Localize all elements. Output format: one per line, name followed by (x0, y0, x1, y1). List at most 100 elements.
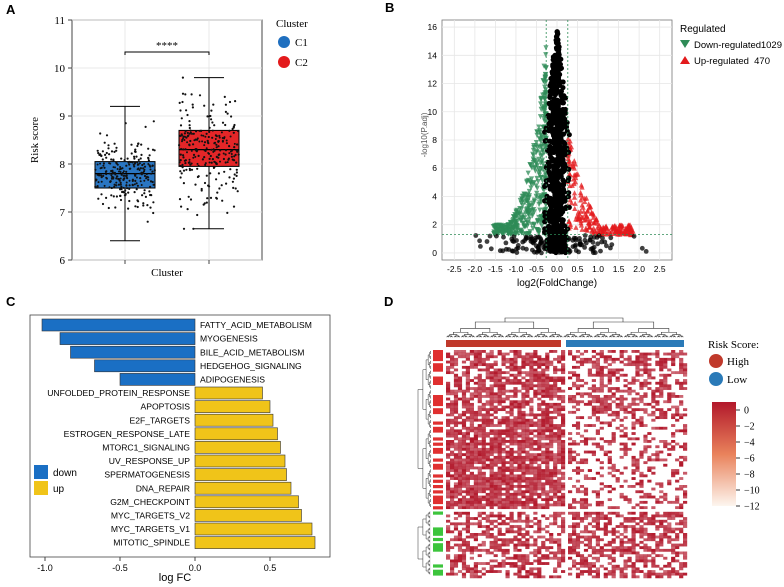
jitter-point (218, 172, 220, 174)
heatmap-cell (510, 477, 514, 480)
heatmap-cell (525, 445, 529, 448)
heatmap-cell (557, 480, 561, 483)
heatmap-cell (513, 456, 517, 459)
bar-g2m-checkpoint (195, 496, 299, 508)
jitter-point (139, 173, 141, 175)
heatmap-cell (541, 419, 545, 422)
jitter-point (225, 161, 227, 163)
heatmap-cell (632, 377, 636, 380)
heatmap-cell (466, 461, 470, 464)
heatmap-cell (502, 459, 506, 462)
heatmap-cell (557, 538, 561, 541)
heatmap-cell (643, 384, 647, 387)
heatmap-cell (458, 474, 462, 477)
heatmap-cell (675, 382, 679, 385)
heatmap-cell (446, 443, 450, 446)
heatmap-cell (624, 530, 628, 533)
heatmap-cell (663, 382, 667, 385)
heatmap-cell (553, 512, 557, 515)
row-dendrogram-branch (430, 548, 431, 550)
heatmap-cell (454, 528, 458, 531)
bar-spermatogenesis (195, 469, 287, 481)
heatmap-cell (628, 498, 632, 501)
heatmap-cell (517, 480, 521, 483)
heatmap-cell (671, 358, 675, 361)
heatmap-cell (557, 445, 561, 448)
heatmap-cell (561, 448, 565, 451)
heatmap-cell (482, 414, 486, 417)
volcano-point-ns (543, 138, 548, 143)
jitter-point (136, 177, 138, 179)
heatmap-cell (494, 480, 498, 483)
heatmap-cell (521, 533, 525, 536)
heatmap-cell (521, 477, 525, 480)
heatmap-cell (663, 498, 667, 501)
jitter-point (210, 110, 212, 112)
heatmap-cell (446, 461, 450, 464)
row-dendrogram-branch (430, 450, 431, 452)
heatmap-cell (454, 437, 458, 440)
volcano-point-ns (559, 225, 564, 230)
heatmap-cell (498, 437, 502, 440)
heatmap-cell (683, 445, 687, 448)
heatmap-cell (446, 422, 450, 425)
heatmap-cell (466, 451, 470, 454)
heatmap-cell (474, 459, 478, 462)
row-dendrogram-branch (430, 520, 431, 522)
heatmap-cell (462, 403, 466, 406)
heatmap-cell (498, 506, 502, 509)
heatmap-cell (537, 528, 541, 531)
heatmap-cell (553, 515, 557, 518)
heatmap-cell (502, 363, 506, 366)
heatmap-cell (446, 501, 450, 504)
volcano-point-ns (590, 246, 595, 251)
heatmap-cell (616, 371, 620, 374)
heatmap-cell (494, 384, 498, 387)
volcano-point-ns (609, 242, 614, 247)
heatmap-cell (450, 501, 454, 504)
heatmap-cell (502, 493, 506, 496)
heatmap-cell (482, 453, 486, 456)
jitter-point (143, 192, 145, 194)
heatmap-cell (494, 371, 498, 374)
heatmap-cell (521, 490, 525, 493)
volcano-point-ns (549, 82, 554, 87)
heatmap-cell (502, 437, 506, 440)
heatmap-cell (533, 493, 537, 496)
heatmap-cell (478, 520, 482, 523)
jitter-point (189, 168, 191, 170)
heatmap-cell (671, 414, 675, 417)
heatmap-cell (600, 501, 604, 504)
heatmap-cell (663, 427, 667, 430)
heatmap-cell (572, 501, 576, 504)
heatmap-cell (553, 469, 557, 472)
jitter-point (122, 179, 124, 181)
volcano-point-ns (548, 119, 553, 124)
heatmap-cell (482, 474, 486, 477)
heatmap-cell (667, 525, 671, 528)
heatmap-cell (510, 541, 514, 544)
heatmap-cell (494, 461, 498, 464)
heatmap-cell (624, 448, 628, 451)
heatmap-cell (498, 538, 502, 541)
volcano-point-ns (644, 249, 649, 254)
heatmap-cell (521, 371, 525, 374)
heatmap-cell (506, 506, 510, 509)
heatmap-cell (561, 485, 565, 488)
column-annotation-bar (446, 340, 684, 347)
heatmap-cell (521, 485, 525, 488)
heatmap-cell (494, 435, 498, 438)
jitter-point (193, 133, 195, 135)
heatmap-cell (482, 504, 486, 507)
heatmap-cell (521, 427, 525, 430)
heatmap-cell (600, 406, 604, 409)
heatmap-cell (604, 530, 608, 533)
heatmap-cell (643, 506, 647, 509)
heatmap-cell (513, 530, 517, 533)
heatmap-cell (663, 528, 667, 531)
heatmap-cell (675, 408, 679, 411)
heatmap-cell (533, 538, 537, 541)
heatmap-cell (683, 522, 687, 525)
heatmap-cell (478, 379, 482, 382)
heatmap-cell (458, 377, 462, 380)
